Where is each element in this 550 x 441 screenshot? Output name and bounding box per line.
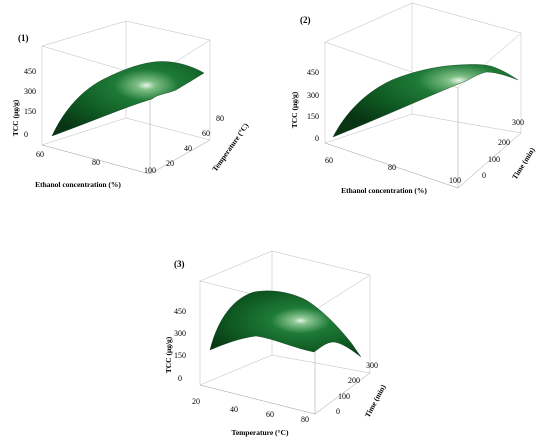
y-tick-label: 200 — [348, 376, 360, 385]
panel-label: (2) — [300, 15, 311, 25]
chart-panel-1: (1) 450 300 150 0 TCC (μg/g) 60 80 100 E… — [11, 20, 251, 189]
z-axis-title: TCC (μg/g) — [290, 91, 299, 128]
z-tick-label: 150 — [307, 112, 319, 121]
x-tick-label: 60 — [36, 150, 44, 159]
x-tick-label: 80 — [388, 163, 396, 172]
y-tick-label: 100 — [488, 155, 500, 164]
z-axis-title: TCC (μg/g) — [164, 336, 173, 373]
y-axis-title: Time (min) — [510, 145, 537, 181]
z-tick-label: 150 — [24, 107, 36, 116]
x-tick-label: 80 — [301, 415, 309, 424]
z-tick-label: 450 — [307, 68, 319, 77]
x-tick-label: 60 — [266, 410, 274, 419]
x-axis-title: Ethanol concentration (%) — [35, 180, 121, 189]
z-tick-label: 150 — [174, 351, 186, 360]
z-tick-label: 0 — [178, 374, 182, 383]
x-tick-label: 60 — [325, 156, 333, 165]
panel-label: (1) — [18, 33, 29, 43]
z-axis-title: TCC (μg/g) — [11, 99, 20, 136]
y-tick-label: 80 — [216, 114, 224, 123]
x-tick-label: 100 — [144, 166, 156, 175]
chart-panel-2: (2) 450 300 150 0 TCC (μg/g) 60 80 100 E… — [290, 2, 537, 195]
axes-box — [41, 20, 211, 175]
z-tick-label: 450 — [174, 307, 186, 316]
x-tick-label: 80 — [92, 158, 100, 167]
y-tick-label: 40 — [184, 144, 192, 153]
x-tick-label: 20 — [192, 397, 200, 406]
response-surface — [209, 290, 362, 358]
x-tick-label: 40 — [230, 405, 238, 414]
y-tick-label: 300 — [512, 118, 524, 127]
z-tick-label: 450 — [24, 67, 36, 76]
y-tick-label: 20 — [166, 159, 174, 168]
z-tick-label: 300 — [174, 329, 186, 338]
y-axis-title: Time (min) — [363, 383, 388, 419]
response-surface — [51, 61, 205, 137]
y-tick-label: 0 — [482, 171, 486, 180]
y-tick-label: 60 — [202, 129, 210, 138]
z-tick-label: 0 — [24, 130, 28, 139]
x-axis-title: Temperature (°C) — [232, 428, 289, 437]
response-surface — [332, 64, 519, 138]
y-axis-title: Temperature (°C) — [210, 121, 250, 173]
y-tick-label: 0 — [336, 407, 340, 416]
x-axis-title: Ethanol concentration (%) — [341, 186, 427, 195]
chart-panel-3: (3) 450 300 150 0 TCC (μg/g) 20 40 60 80… — [164, 250, 388, 437]
y-tick-label: 200 — [498, 138, 510, 147]
z-tick-label: 0 — [315, 134, 319, 143]
x-tick-label: 100 — [449, 176, 461, 185]
panel-label: (3) — [174, 259, 185, 269]
axes-box — [199, 250, 371, 415]
y-tick-label: 300 — [366, 361, 378, 370]
z-tick-label: 300 — [24, 87, 36, 96]
z-tick-label: 300 — [307, 91, 319, 100]
y-tick-label: 100 — [338, 392, 350, 401]
